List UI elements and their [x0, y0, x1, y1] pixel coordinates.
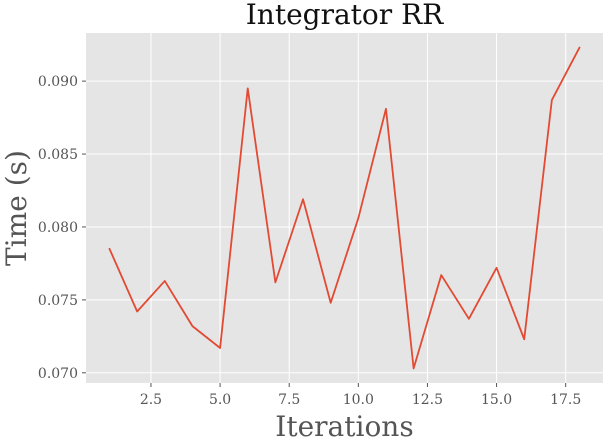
y-axis-title: Time (s): [0, 150, 33, 266]
x-tick-label: 15.0: [481, 392, 512, 408]
y-tick-label: 0.070: [38, 366, 78, 382]
x-axis-title: Iterations: [275, 410, 413, 443]
y-tick-label: 0.080: [38, 220, 78, 236]
y-tick-label: 0.090: [38, 74, 78, 90]
x-tick-label: 7.5: [278, 392, 300, 408]
x-tick-label: 12.5: [412, 392, 443, 408]
series-line: [108, 46, 581, 370]
x-tick-label: 17.5: [550, 392, 581, 408]
chart-title: Integrator RR: [246, 0, 444, 31]
y-tick-label: 0.085: [38, 147, 78, 163]
x-tick-label: 5.0: [209, 392, 231, 408]
plot-area: [86, 33, 603, 383]
y-tick-label: 0.075: [38, 293, 78, 309]
ticks-layer: 2.5 5.0 7.5 10.0 12.5 15.0 17.5 0.070 0.075 0.080…: [38, 74, 581, 408]
grid-layer: [86, 33, 603, 383]
series-layer: [108, 46, 581, 370]
x-tick-label: 2.5: [140, 392, 162, 408]
x-tick-label: 10.0: [343, 392, 374, 408]
